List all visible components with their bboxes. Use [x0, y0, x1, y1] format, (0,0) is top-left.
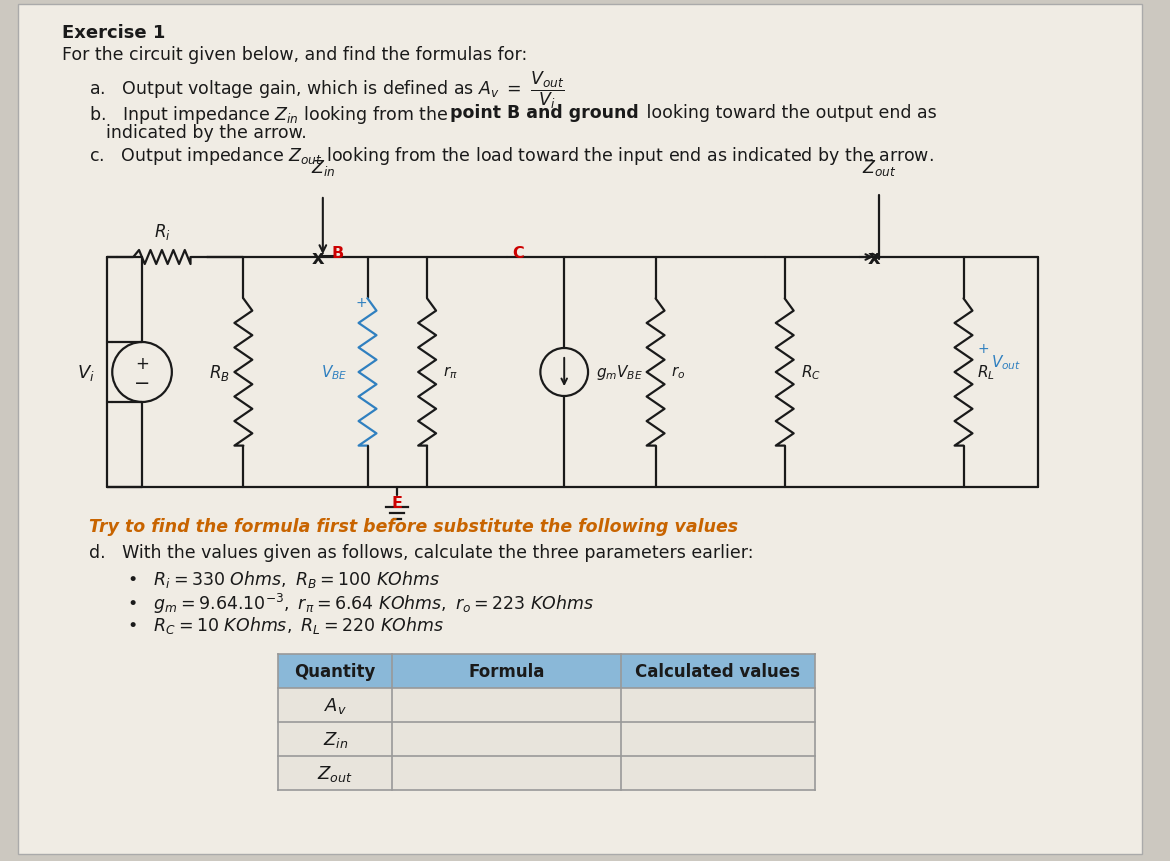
Text: $g_m V_{BE}$: $g_m V_{BE}$: [596, 363, 644, 382]
Text: $r_\pi$: $r_\pi$: [443, 364, 457, 381]
Text: $r_o$: $r_o$: [672, 364, 686, 381]
Text: x: x: [311, 248, 324, 267]
Text: $R_C$: $R_C$: [800, 363, 820, 382]
Text: E: E: [392, 495, 402, 511]
Text: •   $g_m = 9.64.10^{-3},\ r_\pi = 6.64\ KOhms,\ r_o = 223\ KOhms$: • $g_m = 9.64.10^{-3},\ r_\pi = 6.64\ KO…: [128, 592, 594, 616]
Text: −: −: [133, 373, 150, 392]
Text: +: +: [356, 295, 367, 310]
Text: looking toward the output end as: looking toward the output end as: [641, 104, 936, 122]
Bar: [278, 688, 814, 722]
Text: Exercise 1: Exercise 1: [62, 24, 165, 42]
Text: a.   Output voltage gain, which is defined as $A_v\ =\ \dfrac{V_{out}}{V_i}$: a. Output voltage gain, which is defined…: [89, 70, 565, 111]
FancyBboxPatch shape: [18, 5, 1142, 854]
Text: Calculated values: Calculated values: [635, 662, 800, 680]
Bar: [278, 722, 814, 756]
Text: $A_v$: $A_v$: [324, 695, 346, 715]
Text: C: C: [512, 246, 524, 261]
Text: indicated by the arrow.: indicated by the arrow.: [106, 124, 307, 142]
Text: $Z_{in}$: $Z_{in}$: [310, 158, 335, 177]
Text: b.   Input impedance $Z_{in}$ looking from the: b. Input impedance $Z_{in}$ looking from…: [89, 104, 449, 126]
Text: $Z_{out}$: $Z_{out}$: [862, 158, 896, 177]
Text: Formula: Formula: [468, 662, 545, 680]
Text: Try to find the formula first before substitute the following values: Try to find the formula first before sub…: [89, 517, 738, 536]
Text: $V_i$: $V_i$: [76, 362, 95, 382]
Text: +: +: [977, 342, 989, 356]
Text: c.   Output impedance $Z_{out}$ looking from the load toward the input end as in: c. Output impedance $Z_{out}$ looking fr…: [89, 145, 934, 167]
Text: B: B: [332, 246, 344, 261]
Text: $Z_{out}$: $Z_{out}$: [317, 763, 353, 784]
Text: •   $R_i = 330\ Ohms,\ R_B = 100\ KOhms$: • $R_i = 330\ Ohms,\ R_B = 100\ KOhms$: [128, 568, 440, 589]
Bar: [278, 756, 814, 790]
Text: $V_{BE}$: $V_{BE}$: [322, 363, 347, 382]
Text: x: x: [868, 248, 881, 267]
Text: $V_{out}$: $V_{out}$: [991, 353, 1021, 372]
Text: •   $R_C = 10\ KOhms,\ R_L = 220\ KOhms$: • $R_C = 10\ KOhms,\ R_L = 220\ KOhms$: [128, 614, 443, 635]
Text: $Z_{in}$: $Z_{in}$: [323, 729, 347, 749]
Text: $R_L$: $R_L$: [977, 363, 996, 382]
Text: Quantity: Quantity: [295, 662, 376, 680]
Text: +: +: [135, 355, 149, 373]
Text: point B and ground: point B and ground: [450, 104, 639, 122]
Text: $R_i$: $R_i$: [153, 222, 171, 242]
Text: d.   With the values given as follows, calculate the three parameters earlier:: d. With the values given as follows, cal…: [89, 543, 753, 561]
Bar: [278, 654, 814, 688]
Text: $R_B$: $R_B$: [208, 362, 229, 382]
Text: For the circuit given below, and find the formulas for:: For the circuit given below, and find th…: [62, 46, 526, 64]
